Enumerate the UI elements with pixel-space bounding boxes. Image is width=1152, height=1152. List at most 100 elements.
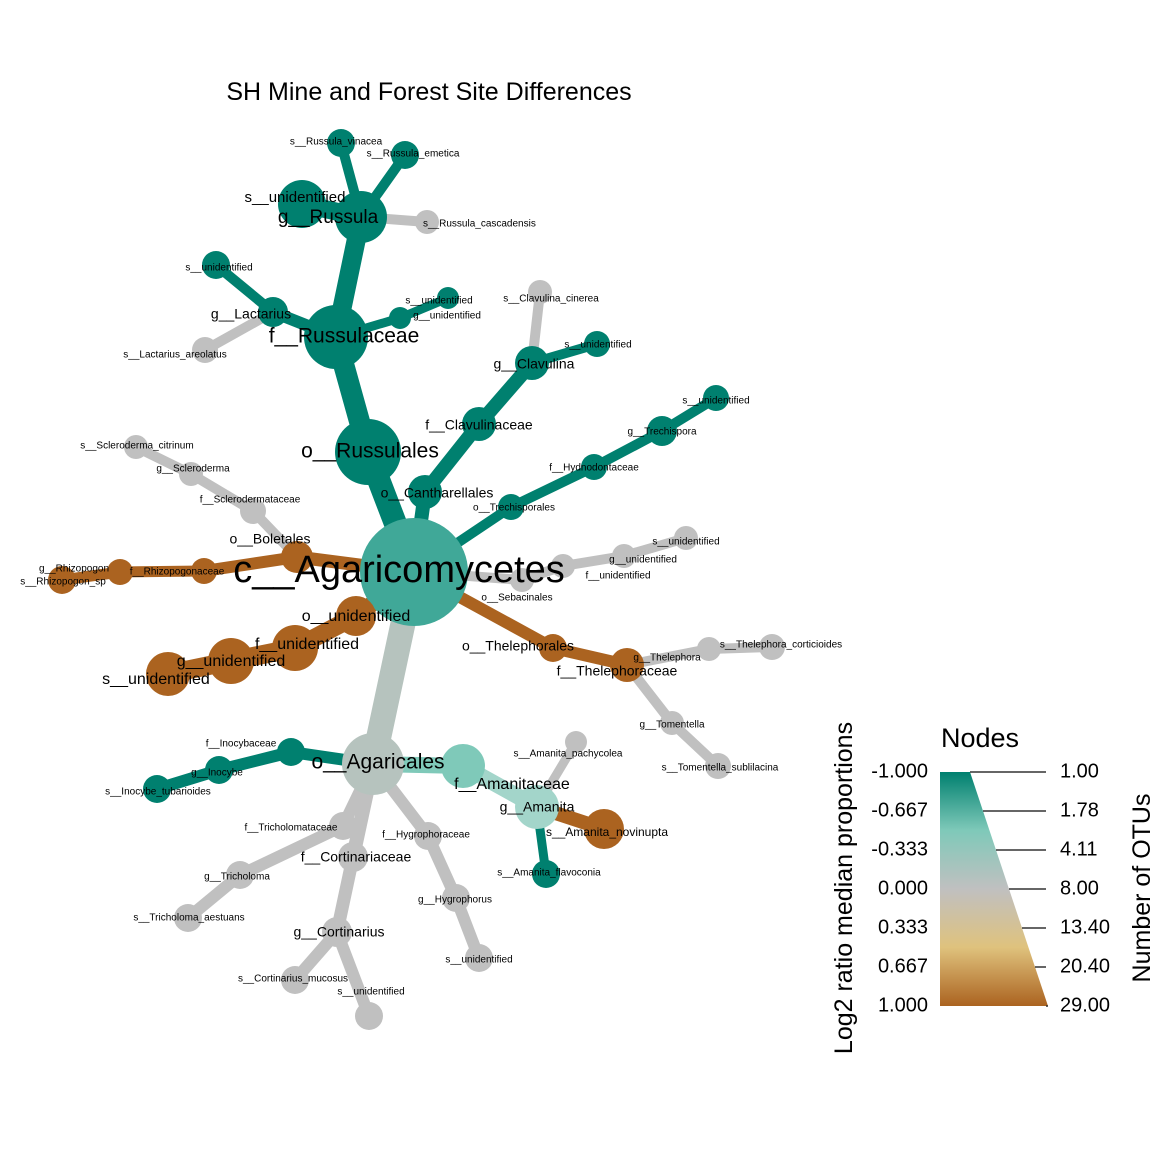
- label-thelephoraceae: f__Thelephoraceae: [557, 663, 678, 679]
- label-r_unid: s__unidentified: [245, 189, 346, 206]
- node-am_flavoconia: [532, 860, 560, 888]
- node-cantharellales: [408, 475, 442, 509]
- legend-left-tick-label: 0.333: [878, 916, 928, 938]
- node-lact_unid: [202, 251, 230, 279]
- node-russula: [335, 191, 387, 243]
- label-russula: g__Russula: [278, 207, 379, 228]
- node-am_novinupta: [584, 809, 624, 849]
- label-tomentella: g__Tomentella: [639, 720, 704, 731]
- legend: Nodes -1.000 1.00 -0.667 1.78 -0.333 4.11 0.00…: [830, 722, 1152, 1054]
- label-scl_citrinum: s__Scleroderma_citrinum: [80, 441, 193, 452]
- label-russ_gunid: g__unidentified: [413, 311, 481, 322]
- node-r_unid: [278, 180, 326, 228]
- legend-gradient-wedge: [940, 772, 1048, 1006]
- node-clav_unid: [584, 331, 610, 357]
- label-amanitaceae: f__Amanitaceae: [454, 776, 570, 793]
- node-tri_aestuans: [174, 904, 202, 932]
- node-s_unid: [146, 652, 190, 696]
- label-rhizo_sp: s__Rhizopogon_sp: [20, 577, 106, 588]
- node-clav_cinerea: [528, 280, 552, 304]
- node-seb_funid: [551, 554, 575, 578]
- tree-labels: c__Agaricomycetes o__Russulales f__Russula…: [20, 137, 842, 998]
- label-am_pachycolea: s__Amanita_pachycolea: [514, 749, 623, 760]
- label-thelephorales: o__Thelephorales: [462, 638, 574, 654]
- label-trech_unid: s__unidentified: [682, 396, 749, 407]
- node-tomentella: [660, 711, 684, 735]
- label-clavulinaceae: f__Clavulinaceae: [425, 417, 533, 433]
- legend-right-axis-title: Number of OTUs: [1128, 794, 1152, 983]
- legend-right-tick-label: 13.40: [1060, 916, 1110, 938]
- legend-left-tick-label: 1.000: [878, 994, 928, 1016]
- edge-rhizopogonaceae-rhizopogon: [114, 565, 210, 578]
- node-thelephorales: [539, 634, 567, 662]
- label-am_novinupta: s__Amanita_novinupta: [546, 825, 668, 839]
- node-hygrophoraceae: [414, 822, 442, 850]
- node-am_pachycolea: [565, 731, 587, 753]
- label-sebacinales: o__Sebacinales: [481, 593, 552, 604]
- legend-ticks: -1.000 1.00 -0.667 1.78 -0.333 4.11 0.000 8.00 0…: [871, 760, 1110, 1016]
- node-scleroderma: [179, 462, 203, 486]
- node-boletales: [281, 541, 313, 573]
- label-hyg_unid: s__unidentified: [445, 955, 512, 966]
- label-hygrophorus: g__Hygrophorus: [418, 895, 492, 906]
- label-f_unid: f__unidentified: [255, 636, 359, 653]
- label-russulales: o__Russulales: [301, 440, 439, 463]
- node-agaricales: [342, 733, 404, 795]
- node-tricholomataceae: [329, 812, 357, 840]
- label-inocybe: g__Inocybe: [191, 768, 243, 779]
- legend-right-tick-label: 8.00: [1060, 877, 1099, 899]
- legend-left-axis-title: Log2 ratio median proportions: [830, 722, 858, 1054]
- label-hydnodontaceae: f__Hydnodontaceae: [549, 463, 639, 474]
- label-rhizopogonaceae: f__Rhizopogonaceae: [130, 567, 225, 578]
- legend-right-tick-label: 1.00: [1060, 760, 1099, 782]
- node-amanitaceae: [441, 744, 485, 788]
- label-rhizopogon: g__Rhizopogon: [39, 564, 109, 575]
- node-lact_areolatus: [192, 337, 218, 363]
- legend-left-tick-label: 0.000: [878, 877, 928, 899]
- label-g_unid: g__unidentified: [177, 653, 286, 670]
- label-clavulina: g__Clavulina: [494, 356, 575, 372]
- label-clav_cinerea: s__Clavulina_cinerea: [503, 294, 599, 305]
- label-amanita: g__Amanita: [500, 799, 575, 815]
- legend-left-tick-label: -1.000: [871, 760, 928, 782]
- legend-right-tick-label: 1.78: [1060, 799, 1099, 821]
- node-g_unid: [208, 638, 254, 684]
- node-f_unid: [272, 625, 318, 671]
- node-russulales: [335, 419, 401, 485]
- label-cortinariaceae: f__Cortinariaceae: [301, 849, 412, 865]
- node-seb_gunid: [612, 544, 636, 568]
- edge-trechisporales-hydnodontaceae: [506, 462, 599, 512]
- node-sebacinales: [510, 568, 534, 592]
- label-thel_cortic: s__Thelephora_corticioides: [720, 640, 842, 651]
- label-r_vinacea: s__Russula_vinacea: [290, 137, 383, 148]
- legend-left-tick-label: -0.667: [871, 799, 928, 821]
- node-rhizopogonaceae: [191, 558, 217, 584]
- label-scleroderma: g__Scleroderma: [156, 464, 230, 475]
- label-trechisporales: o__Trechisporales: [473, 503, 555, 514]
- node-trech_unid: [703, 385, 729, 411]
- node-lactarius: [258, 297, 288, 327]
- label-cantharellales: o__Cantharellales: [381, 485, 494, 501]
- node-inocybaceae: [277, 738, 305, 766]
- node-cortinariaceae: [338, 842, 368, 872]
- node-inocybe: [205, 756, 233, 784]
- node-agaricomycetes: [360, 518, 468, 626]
- node-russulaceae: [304, 305, 368, 369]
- label-o_unid: o__unidentified: [302, 608, 411, 625]
- legend-title: Nodes: [941, 723, 1019, 753]
- node-o_unid: [336, 596, 376, 636]
- label-cortinarius: g__Cortinarius: [293, 924, 384, 940]
- node-russ_gunid: [389, 307, 411, 329]
- node-rhizo_sp: [48, 566, 76, 594]
- label-thelephora: g__Thelephora: [633, 653, 701, 664]
- chart-title: SH Mine and Forest Site Differences: [226, 78, 631, 106]
- edge-tricholomataceae-tricholoma: [234, 820, 349, 881]
- node-hygrophorus: [442, 884, 470, 912]
- node-tom_sublilacina: [705, 753, 731, 779]
- node-seb_sunid: [674, 526, 698, 550]
- node-cort_unid: [355, 1002, 383, 1030]
- label-tri_aestuans: s__Tricholoma_aestuans: [133, 913, 244, 924]
- label-inocybaceae: f__Inocybaceae: [206, 739, 277, 750]
- node-sclerodermataceae: [240, 498, 266, 524]
